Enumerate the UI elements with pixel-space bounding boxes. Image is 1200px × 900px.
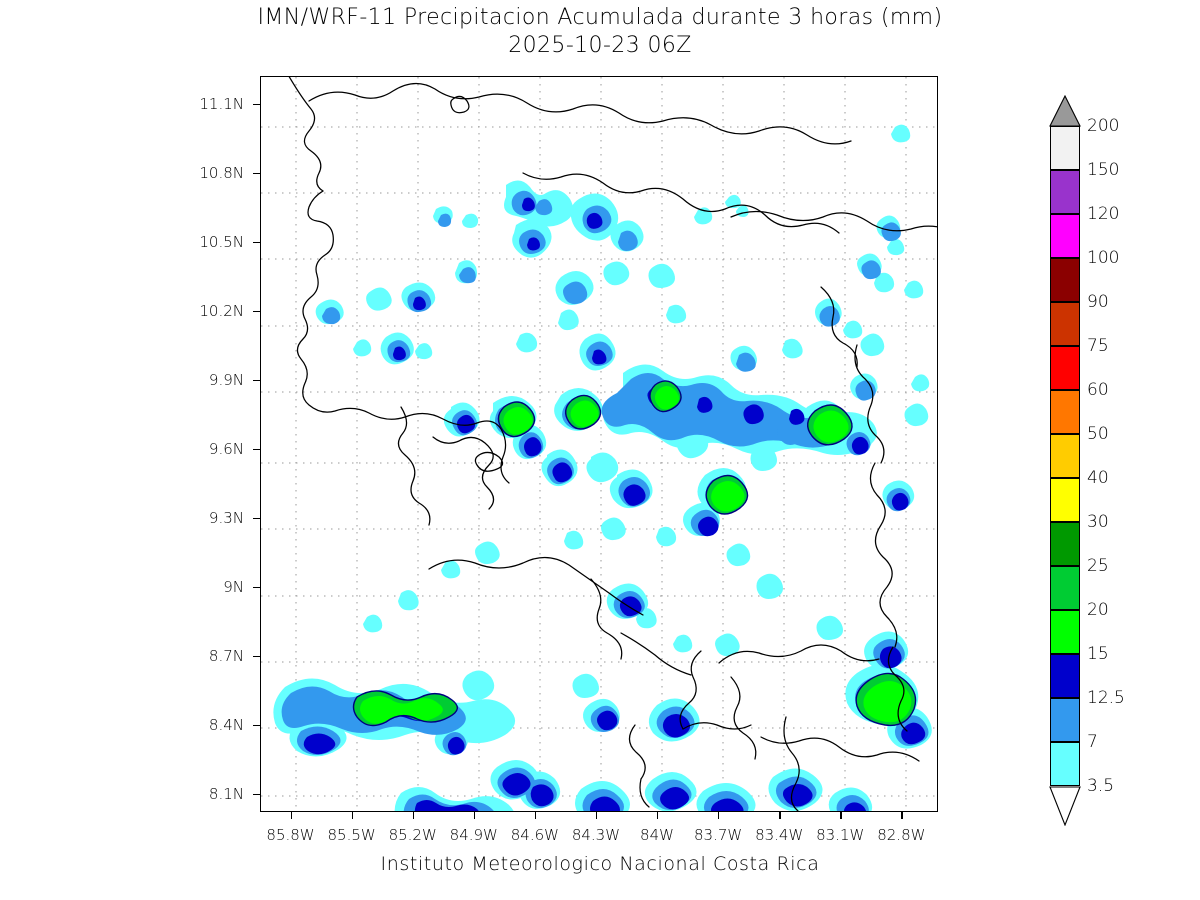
chart-title-subtitle: 2025-10-23 06Z: [508, 32, 692, 58]
x-axis-label: 84.3W: [571, 826, 621, 844]
x-axis-label: 84.6W: [510, 826, 559, 844]
colorbar-band[interactable]: [1050, 654, 1080, 698]
x-axis-tick: [718, 812, 720, 819]
chart-title-line1: IMN/WRF-11 Precipitacion Acumulada duran…: [257, 5, 943, 30]
colorbar-tick-label: 7: [1087, 732, 1098, 752]
y-axis-tick: [253, 310, 260, 312]
colorbar-band[interactable]: [1050, 742, 1080, 786]
x-axis-tick: [840, 812, 842, 819]
colorbar-band[interactable]: [1050, 698, 1080, 742]
x-axis-tick: [779, 812, 781, 819]
y-axis-tick: [253, 517, 260, 519]
x-axis-tick: [657, 812, 659, 819]
x-axis-label: 85.8W: [266, 826, 315, 844]
colorbar-band[interactable]: [1050, 258, 1080, 302]
x-axis-label: 84.9W: [449, 826, 498, 844]
y-axis-tick: [253, 655, 260, 657]
x-axis-tick: [595, 812, 598, 819]
colorbar-tick-label: 15: [1087, 644, 1109, 664]
y-axis-tick: [253, 103, 260, 105]
colorbar-tick-label: 3.5: [1087, 776, 1115, 796]
y-axis-label: 9N: [223, 577, 244, 596]
x-axis-label: 85.5W: [327, 826, 376, 844]
y-axis-label: 9.6N: [208, 439, 244, 458]
colorbar-band[interactable]: [1050, 126, 1080, 170]
colorbar-tick-label: 50: [1087, 424, 1109, 444]
x-axis-tick: [901, 812, 903, 819]
footer-caption: Instituto Meteorologico Nacional Costa R…: [380, 853, 820, 875]
y-axis-tick: [253, 172, 260, 174]
y-axis-label: 10.2N: [199, 301, 244, 320]
colorbar-band[interactable]: [1050, 522, 1080, 566]
colorbar-above-max-arrow: [1049, 95, 1081, 127]
colorbar-tick-label: 120: [1087, 204, 1120, 224]
x-axis-label: 83.4W: [755, 826, 804, 844]
x-axis-label: 84W: [640, 826, 674, 844]
precip-core-outlines: [352, 380, 917, 727]
y-axis-label: 8.1N: [208, 784, 244, 803]
map-plot-area[interactable]: [260, 76, 938, 812]
y-axis-tick: [253, 793, 260, 795]
colorbar-tick-label: 60: [1087, 380, 1109, 400]
x-axis-tick: [412, 812, 415, 819]
colorbar-band[interactable]: [1050, 170, 1080, 214]
x-axis-label: 83.1W: [816, 826, 865, 844]
colorbar-band[interactable]: [1050, 478, 1080, 522]
colorbar-band[interactable]: [1050, 566, 1080, 610]
y-axis-label: 8.7N: [208, 646, 244, 665]
x-axis-label: 85.2W: [388, 826, 437, 844]
colorbar-tick-label: 75: [1087, 336, 1109, 356]
colorbar-tick-label: 12.5: [1087, 688, 1125, 708]
y-axis-tick: [253, 241, 260, 243]
colorbar-tick-label: 150: [1087, 160, 1120, 180]
precipitation-contours: [273, 124, 932, 811]
colorbar-tick-label: 100: [1087, 248, 1120, 268]
x-axis-label: 82.8W: [877, 826, 926, 844]
colorbar-tick-label: 40: [1087, 468, 1109, 488]
y-axis-tick: [253, 586, 260, 588]
colorbar-band[interactable]: [1050, 434, 1080, 478]
y-axis-tick: [253, 724, 260, 726]
y-axis-label: 9.3N: [208, 508, 244, 527]
colorbar-band[interactable]: [1050, 302, 1080, 346]
colorbar-tick-label: 20: [1087, 600, 1109, 620]
colorbar-below-min-arrow: [1049, 786, 1081, 826]
colorbar-tick-label: 30: [1087, 512, 1109, 532]
x-axis-tick: [473, 812, 476, 819]
chart-title: IMN/WRF-11 Precipitacion Acumulada duran…: [0, 4, 1200, 59]
y-axis-label: 10.8N: [199, 163, 244, 182]
colorbar-tick-label: 25: [1087, 556, 1109, 576]
x-axis-tick: [290, 812, 292, 819]
coastline-borders: [288, 77, 937, 811]
colorbar-band[interactable]: [1050, 346, 1080, 390]
y-axis-label: 9.9N: [208, 370, 244, 389]
x-axis-tick: [351, 812, 353, 819]
colorbar-tick-label: 90: [1087, 292, 1109, 312]
colorbar-band[interactable]: [1050, 214, 1080, 258]
x-axis-label: 83.7W: [693, 826, 743, 844]
colorbar-band[interactable]: [1050, 610, 1080, 654]
y-axis-tick: [253, 448, 260, 450]
colorbar-legend[interactable]: 200 150 120 100 90 75 60 50 40 30 25 20 15 12.5 7 3.5: [1046, 95, 1196, 826]
precip-band-20-25: [360, 385, 912, 724]
colorbar-band[interactable]: [1050, 390, 1080, 434]
x-axis-tick: [534, 812, 537, 819]
y-axis-label: 10.5N: [199, 232, 244, 251]
map-canvas: [261, 77, 937, 811]
colorbar-tick-label: 200: [1087, 116, 1120, 136]
y-axis-tick: [253, 379, 260, 381]
y-axis-label: 8.4N: [208, 715, 244, 734]
y-axis-label: 11.1N: [199, 94, 244, 113]
